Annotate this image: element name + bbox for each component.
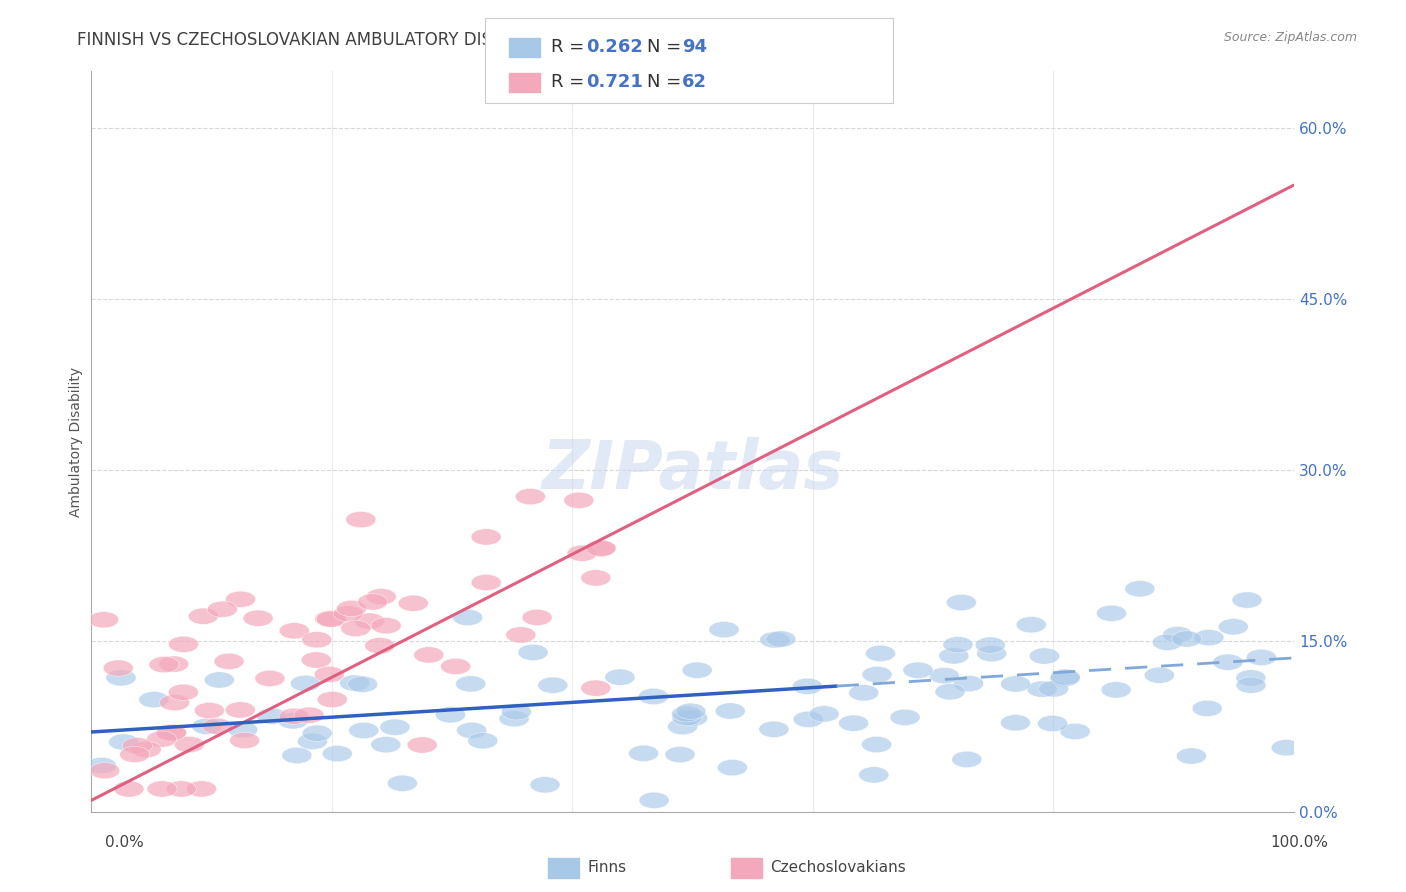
Text: 100.0%: 100.0% bbox=[1271, 836, 1329, 850]
Text: N =: N = bbox=[647, 38, 686, 56]
Text: 0.0%: 0.0% bbox=[105, 836, 145, 850]
Text: 0.721: 0.721 bbox=[586, 73, 643, 91]
Text: N =: N = bbox=[647, 73, 686, 91]
Text: R =: R = bbox=[551, 73, 591, 91]
Text: 62: 62 bbox=[682, 73, 707, 91]
Text: 0.262: 0.262 bbox=[586, 38, 643, 56]
Text: Source: ZipAtlas.com: Source: ZipAtlas.com bbox=[1223, 31, 1357, 45]
Text: FINNISH VS CZECHOSLOVAKIAN AMBULATORY DISABILITY CORRELATION CHART: FINNISH VS CZECHOSLOVAKIAN AMBULATORY DI… bbox=[77, 31, 740, 49]
Text: R =: R = bbox=[551, 38, 591, 56]
Text: Finns: Finns bbox=[588, 861, 627, 875]
Text: Czechoslovakians: Czechoslovakians bbox=[770, 861, 907, 875]
Text: ZIPatlas: ZIPatlas bbox=[541, 437, 844, 503]
Text: 94: 94 bbox=[682, 38, 707, 56]
Y-axis label: Ambulatory Disability: Ambulatory Disability bbox=[69, 367, 83, 516]
